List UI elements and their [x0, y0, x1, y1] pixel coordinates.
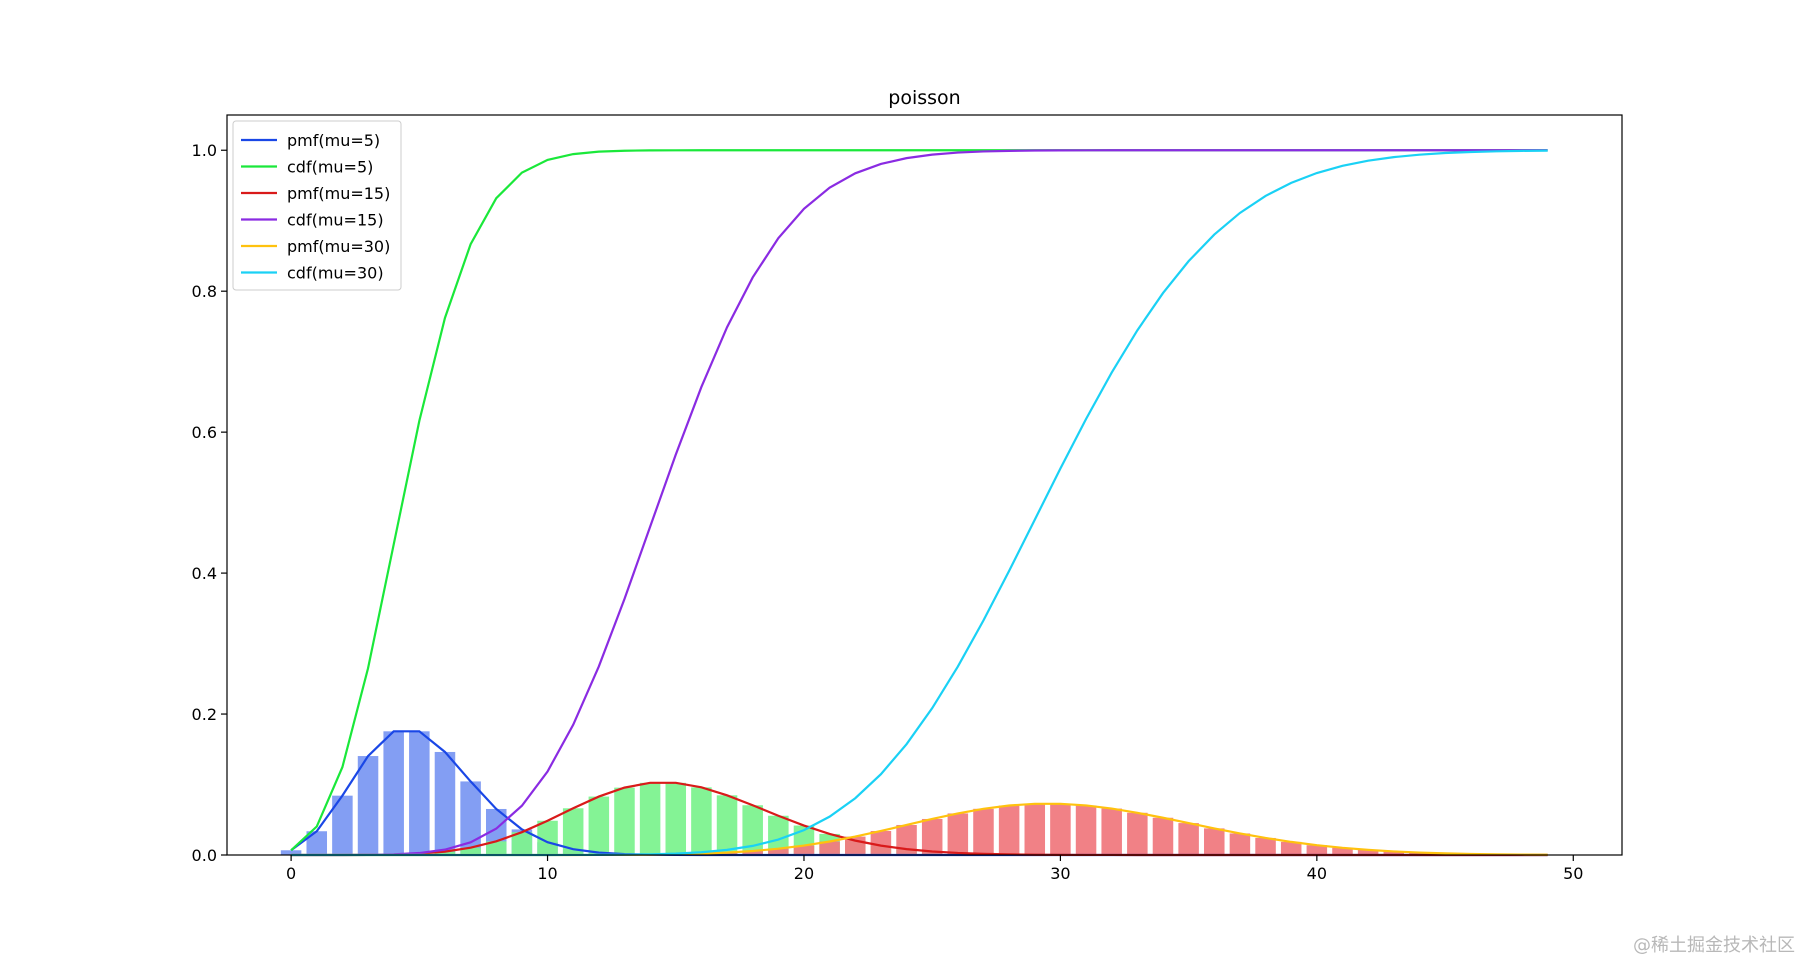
bar-pmf-mu-30--34	[1152, 817, 1174, 855]
bar-pmf-mu-30--30	[1050, 803, 1071, 855]
bar-pmf-mu-5--3	[357, 756, 379, 855]
bar-pmf-mu-15--6	[434, 851, 456, 855]
bar-pmf-mu-30--17	[716, 852, 738, 855]
bar-pmf-mu-15--16	[691, 787, 712, 855]
bar-pmf-mu-15--8	[485, 841, 507, 855]
bar-pmf-mu-5--0	[280, 850, 302, 855]
bar-pmf-mu-30--29	[1024, 803, 1046, 855]
x-tick-label: 10	[537, 864, 557, 883]
legend: pmf(mu=5) cdf(mu=5) pmf(mu=15) cdf(mu=15) pm…	[232, 120, 402, 291]
bar-pmf-mu-15--18	[742, 805, 763, 855]
bar-pmf-mu-5--2	[332, 795, 353, 855]
bar-pmf-mu-5--7	[460, 781, 481, 855]
line-cdf-mu-15-	[291, 149, 1548, 857]
bar-pmf-mu-30--36	[1204, 828, 1225, 855]
axes-frame	[226, 114, 1623, 856]
x-tick-label: 20	[794, 864, 814, 883]
bar-pmf-mu-30--32	[1101, 808, 1122, 855]
bar-pmf-mu-15--19	[768, 815, 789, 855]
bar-pmf-mu-30--19	[768, 848, 789, 855]
bar-pmf-mu-30--38	[1255, 837, 1276, 855]
bar-pmf-mu-15--12	[588, 796, 610, 855]
bar-pmf-mu-30--42	[1357, 849, 1379, 855]
bar-pmf-mu-30--27	[973, 808, 994, 855]
line-cdf-mu-30-	[291, 149, 1548, 857]
legend-label: pmf(mu=30)	[287, 237, 390, 256]
bar-pmf-mu-30--33	[1127, 812, 1148, 855]
bar-pmf-mu-30--40	[1306, 845, 1328, 855]
watermark: @稀土掘金技术社区	[1633, 935, 1795, 956]
bar-pmf-mu-15--17	[716, 795, 738, 855]
legend-label: cdf(mu=30)	[287, 264, 384, 283]
bar-pmf-mu-30--26	[947, 813, 969, 855]
bar-pmf-mu-15--11	[562, 808, 584, 855]
bar-pmf-mu-15--10	[537, 820, 558, 855]
legend-box	[232, 120, 402, 291]
bars-layer	[280, 731, 1558, 855]
bar-pmf-mu-30--37	[1229, 833, 1251, 855]
line-cdf-mu-5-	[290, 149, 1548, 852]
y-tick-label: 0.0	[192, 846, 217, 865]
y-tick-label: 0.2	[192, 705, 217, 724]
bar-pmf-mu-15--15	[665, 782, 687, 855]
legend-label: pmf(mu=5)	[287, 131, 380, 150]
bar-pmf-mu-5--4	[383, 731, 404, 855]
bar-pmf-mu-30--21	[819, 841, 840, 855]
x-tick-label: 40	[1307, 864, 1327, 883]
bar-pmf-mu-30--39	[1280, 841, 1302, 855]
bar-pmf-mu-30--41	[1332, 847, 1353, 855]
bar-pmf-mu-5--5	[409, 731, 430, 855]
bar-pmf-mu-30--28	[998, 805, 1020, 855]
bar-pmf-mu-30--20	[793, 845, 815, 855]
y-tick-label: 1.0	[192, 141, 217, 160]
y-tick-label: 0.6	[192, 423, 217, 442]
x-tick-label: 50	[1563, 864, 1583, 883]
bar-pmf-mu-30--23	[870, 830, 892, 855]
bar-pmf-mu-30--44	[1409, 852, 1430, 855]
chart-title: poisson	[888, 87, 960, 109]
bar-pmf-mu-30--35	[1178, 823, 1199, 855]
legend-label: pmf(mu=15)	[287, 184, 390, 203]
bar-pmf-mu-30--43	[1383, 851, 1405, 855]
bar-pmf-mu-15--14	[639, 782, 661, 855]
x-tick-label: 0	[286, 864, 296, 883]
y-tick-label: 0.8	[192, 282, 217, 301]
bar-pmf-mu-30--18	[742, 851, 763, 855]
lines-layer	[290, 149, 1548, 857]
x-ticks: 0 10 20 30 40 50	[286, 855, 1583, 883]
bar-pmf-mu-15--9	[511, 832, 533, 855]
legend-label: cdf(mu=15)	[287, 211, 384, 230]
bar-pmf-mu-5--6	[434, 751, 456, 855]
bar-pmf-mu-15--7	[460, 847, 481, 855]
x-tick-label: 30	[1050, 864, 1070, 883]
bar-pmf-mu-30--31	[1075, 805, 1097, 855]
y-tick-label: 0.4	[192, 564, 217, 583]
bar-pmf-mu-5--1	[306, 831, 328, 855]
bar-pmf-mu-30--25	[921, 818, 943, 855]
bar-pmf-mu-15--13	[614, 787, 635, 855]
y-ticks: 0.0 0.2 0.4 0.6 0.8 1.0	[192, 141, 227, 865]
legend-label: cdf(mu=5)	[287, 158, 373, 177]
